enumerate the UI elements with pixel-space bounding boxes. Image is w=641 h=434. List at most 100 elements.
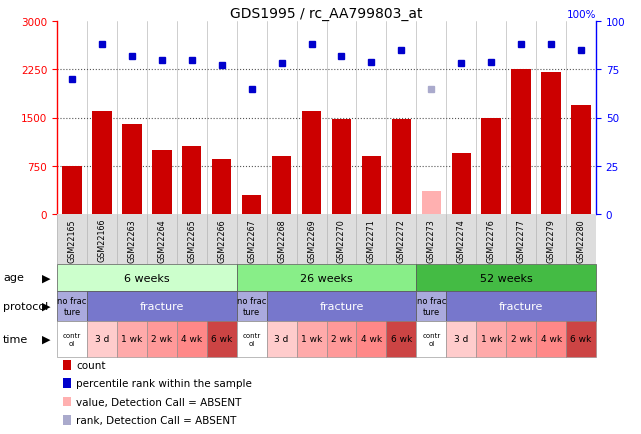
Text: GSM22166: GSM22166 [97, 218, 106, 262]
Bar [147, 321, 177, 357]
Text: protocol: protocol [3, 301, 49, 311]
Bar [302, 112, 321, 214]
Bar [566, 321, 596, 357]
Text: 1 wk: 1 wk [481, 335, 502, 344]
Text: ▶: ▶ [42, 273, 51, 283]
Bar [446, 321, 476, 357]
Bar [417, 321, 446, 357]
Text: 4 wk: 4 wk [361, 335, 382, 344]
Bar [267, 321, 297, 357]
Text: contr
ol: contr ol [422, 333, 440, 346]
Text: rank, Detection Call = ABSENT: rank, Detection Call = ABSENT [76, 415, 237, 425]
Text: 3 d: 3 d [274, 335, 289, 344]
Text: GSM22268: GSM22268 [277, 218, 286, 262]
Text: 1 wk: 1 wk [121, 335, 142, 344]
Bar [182, 147, 201, 214]
Bar [206, 321, 237, 357]
Bar [422, 192, 441, 214]
Bar [152, 150, 172, 214]
Bar [87, 321, 117, 357]
Text: GSM22269: GSM22269 [307, 218, 316, 262]
Text: percentile rank within the sample: percentile rank within the sample [76, 378, 252, 388]
Text: count: count [76, 360, 106, 370]
Text: 6 wk: 6 wk [211, 335, 232, 344]
Text: no frac
ture: no frac ture [57, 296, 87, 316]
Text: fracture: fracture [499, 301, 544, 311]
Bar [242, 195, 262, 214]
Bar [387, 321, 417, 357]
Bar [326, 321, 356, 357]
Text: 4 wk: 4 wk [540, 335, 562, 344]
Bar [237, 291, 267, 321]
Text: GSM22165: GSM22165 [67, 218, 76, 262]
Text: ▶: ▶ [42, 334, 51, 344]
Bar [417, 291, 446, 321]
Text: GSM22265: GSM22265 [187, 218, 196, 262]
Bar [451, 154, 471, 214]
Bar [87, 291, 237, 321]
Text: 52 weeks: 52 weeks [480, 273, 533, 283]
Bar [512, 70, 531, 214]
Text: value, Detection Call = ABSENT: value, Detection Call = ABSENT [76, 397, 242, 407]
Text: 100%: 100% [567, 10, 596, 20]
Bar [62, 166, 81, 214]
Text: 6 wk: 6 wk [391, 335, 412, 344]
Bar [57, 264, 237, 291]
Bar [57, 321, 87, 357]
Text: 1 wk: 1 wk [301, 335, 322, 344]
Bar [267, 291, 417, 321]
Text: contr
ol: contr ol [242, 333, 261, 346]
Text: GSM22266: GSM22266 [217, 218, 226, 262]
Bar [476, 321, 506, 357]
Text: no frac
ture: no frac ture [237, 296, 266, 316]
Text: contr
ol: contr ol [63, 333, 81, 346]
Text: 2 wk: 2 wk [511, 335, 531, 344]
Text: GSM22267: GSM22267 [247, 218, 256, 262]
Text: GSM22274: GSM22274 [457, 218, 466, 262]
Text: ▶: ▶ [42, 301, 51, 311]
Bar [392, 119, 411, 214]
Bar [571, 105, 591, 214]
Bar [332, 119, 351, 214]
Text: GSM22271: GSM22271 [367, 218, 376, 262]
Text: GSM22279: GSM22279 [547, 218, 556, 262]
Bar [177, 321, 206, 357]
Bar [57, 291, 87, 321]
Text: GSM22270: GSM22270 [337, 218, 346, 262]
Text: GSM22280: GSM22280 [576, 218, 585, 262]
Bar [417, 264, 596, 291]
Bar [237, 321, 267, 357]
Bar [542, 73, 561, 214]
Bar [122, 125, 142, 214]
Text: 3 d: 3 d [454, 335, 469, 344]
Bar [446, 291, 596, 321]
Text: 4 wk: 4 wk [181, 335, 203, 344]
Bar [117, 321, 147, 357]
Bar [272, 157, 291, 214]
Text: 2 wk: 2 wk [151, 335, 172, 344]
Text: 6 wk: 6 wk [570, 335, 592, 344]
Bar [356, 321, 387, 357]
Bar [297, 321, 326, 357]
Text: GSM22276: GSM22276 [487, 218, 495, 262]
Bar [481, 118, 501, 214]
Bar [536, 321, 566, 357]
Text: fracture: fracture [319, 301, 363, 311]
Text: GSM22277: GSM22277 [517, 218, 526, 262]
Text: 6 weeks: 6 weeks [124, 273, 170, 283]
Bar [212, 160, 231, 214]
Text: 26 weeks: 26 weeks [300, 273, 353, 283]
Title: GDS1995 / rc_AA799803_at: GDS1995 / rc_AA799803_at [230, 7, 423, 21]
Text: GSM22273: GSM22273 [427, 218, 436, 262]
Text: no frac
ture: no frac ture [417, 296, 446, 316]
Bar [92, 112, 112, 214]
Bar [237, 264, 417, 291]
Text: GSM22263: GSM22263 [128, 218, 137, 262]
Text: age: age [3, 273, 24, 283]
Text: 3 d: 3 d [95, 335, 109, 344]
Bar [362, 157, 381, 214]
Bar [506, 321, 536, 357]
Text: GSM22264: GSM22264 [157, 218, 166, 262]
Text: 2 wk: 2 wk [331, 335, 352, 344]
Text: GSM22272: GSM22272 [397, 218, 406, 262]
